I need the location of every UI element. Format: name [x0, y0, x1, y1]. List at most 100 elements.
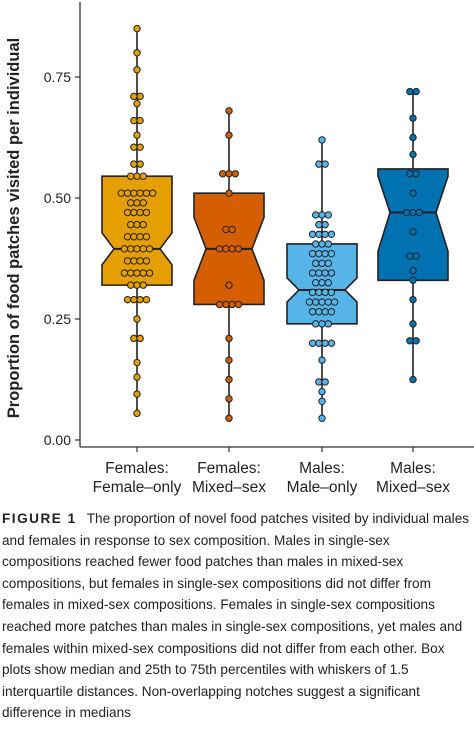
data-point: [130, 160, 138, 168]
box-iqr: [377, 168, 449, 282]
data-point: [120, 245, 129, 253]
data-point: [130, 233, 138, 241]
data-point: [222, 225, 230, 234]
data-point: [324, 298, 332, 306]
data-point: [145, 245, 154, 253]
data-point: [133, 245, 141, 253]
data-point: [136, 208, 144, 217]
data-point: [225, 281, 233, 289]
data-point: [136, 116, 144, 125]
data-point: [327, 288, 336, 297]
data-point: [327, 230, 336, 239]
data-point: [406, 87, 414, 96]
data-point: [308, 249, 317, 258]
data-point: [130, 334, 138, 343]
data-point: [318, 356, 326, 364]
data-point: [315, 249, 323, 258]
data-point: [123, 233, 132, 241]
data-point: [139, 172, 148, 180]
data-point: [136, 295, 144, 304]
data-point: [228, 245, 236, 253]
x-tick-label-composition: Female–only: [93, 479, 182, 496]
data-point: [324, 211, 332, 219]
data-point: [133, 99, 141, 108]
data-point: [234, 245, 243, 253]
box-plot-chart: 0.00 0.25 0.50 0.75 Females: Female–only Femal…: [5, 2, 474, 496]
x-tick-label-group: Females:: [105, 460, 169, 477]
data-point: [139, 245, 148, 253]
data-point: [133, 390, 141, 398]
data-point: [133, 281, 141, 289]
data-point: [315, 160, 323, 168]
data-point: [315, 308, 323, 316]
data-point: [133, 131, 141, 139]
data-point: [127, 220, 135, 229]
data-point: [123, 257, 132, 265]
data-point: [139, 281, 148, 289]
data-point: [315, 220, 323, 229]
data-point: [231, 170, 240, 178]
data-point: [127, 172, 135, 180]
data-point: [406, 337, 414, 345]
data-point: [412, 87, 420, 96]
data-point: [130, 143, 138, 151]
data-point: [321, 339, 329, 347]
data-point: [312, 240, 320, 248]
data-point: [327, 269, 336, 277]
x-tick-label-group: Males:: [390, 460, 436, 477]
data-point: [133, 269, 141, 277]
data-point: [133, 373, 141, 381]
data-point: [327, 308, 336, 316]
data-point: [225, 395, 233, 403]
data-point: [409, 208, 417, 217]
data-point: [130, 295, 138, 304]
data-point: [136, 334, 144, 343]
data-point: [315, 230, 323, 239]
data-point: [142, 208, 151, 217]
figure-caption: FIGURE 1 The proportion of novel food pat…: [2, 508, 472, 724]
data-point: [324, 259, 332, 268]
data-point: [318, 298, 326, 306]
data-point: [136, 233, 144, 241]
data-point: [149, 189, 157, 197]
data-point: [406, 170, 414, 178]
data-point: [315, 269, 323, 277]
data-point: [133, 199, 141, 207]
data-point: [225, 414, 233, 422]
data-point: [215, 300, 224, 309]
data-point: [123, 189, 132, 197]
data-point: [136, 257, 144, 265]
y-tick-label: 0.25: [44, 311, 71, 327]
data-point: [406, 252, 414, 260]
x-tick-label-composition: Mixed–sex: [376, 479, 450, 496]
data-point: [133, 409, 141, 418]
data-point: [308, 288, 317, 297]
data-point: [130, 92, 138, 101]
data-point: [409, 375, 417, 384]
data-point: [321, 160, 329, 168]
data-point: [409, 150, 417, 159]
data-point: [142, 233, 151, 241]
data-point: [136, 143, 144, 151]
data-point: [409, 133, 417, 142]
data-point: [315, 378, 323, 386]
data-point: [318, 387, 326, 396]
data-point: [324, 320, 332, 328]
data-point: [321, 249, 329, 258]
data-point: [318, 240, 326, 248]
data-point: [308, 308, 317, 316]
y-tick-label: 0.75: [44, 69, 71, 85]
data-point: [327, 249, 336, 258]
data-point: [225, 375, 233, 384]
y-axis-label: Proportion of food patches visited per i…: [5, 38, 23, 418]
data-point: [308, 339, 317, 347]
data-point: [123, 208, 132, 217]
data-point: [136, 160, 144, 168]
data-point: [321, 378, 329, 386]
data-point: [409, 266, 417, 275]
data-point: [142, 257, 151, 265]
data-point: [142, 189, 151, 197]
data-point: [409, 276, 417, 284]
data-point: [225, 356, 233, 364]
data-point: [321, 288, 329, 297]
